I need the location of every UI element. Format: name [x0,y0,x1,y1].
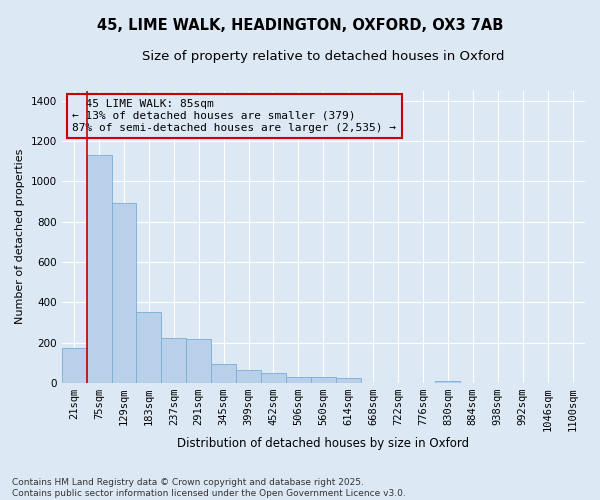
Text: 45, LIME WALK, HEADINGTON, OXFORD, OX3 7AB: 45, LIME WALK, HEADINGTON, OXFORD, OX3 7… [97,18,503,32]
Bar [311,377,336,383]
Bar [62,348,86,383]
Bar [261,373,286,383]
Bar [436,381,460,383]
Bar [186,340,211,383]
Y-axis label: Number of detached properties: Number of detached properties [15,149,25,324]
Bar [161,338,186,383]
X-axis label: Distribution of detached houses by size in Oxford: Distribution of detached houses by size … [177,437,469,450]
Bar [211,364,236,383]
Bar [336,378,361,383]
Bar [136,312,161,383]
Title: Size of property relative to detached houses in Oxford: Size of property relative to detached ho… [142,50,505,63]
Bar [286,377,311,383]
Text: Contains HM Land Registry data © Crown copyright and database right 2025.
Contai: Contains HM Land Registry data © Crown c… [12,478,406,498]
Text: 45 LIME WALK: 85sqm
← 13% of detached houses are smaller (379)
87% of semi-detac: 45 LIME WALK: 85sqm ← 13% of detached ho… [72,100,396,132]
Bar [112,204,136,383]
Bar [86,155,112,383]
Bar [236,370,261,383]
